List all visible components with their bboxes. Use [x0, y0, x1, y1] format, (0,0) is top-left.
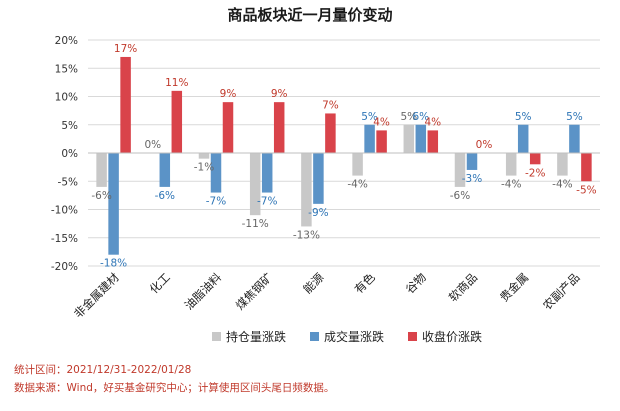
data-label: 5% [515, 111, 532, 123]
data-label: 4% [373, 116, 390, 128]
data-label: -4% [347, 179, 367, 191]
y-tick-label: 5% [61, 120, 78, 132]
bar [301, 153, 312, 227]
y-tick-label: 20% [55, 35, 78, 47]
bar [108, 153, 119, 255]
y-tick-label: -15% [51, 233, 78, 245]
legend-swatch [408, 332, 417, 341]
data-label: 5% [400, 111, 417, 123]
data-label: 7% [322, 99, 339, 111]
bar [505, 153, 517, 176]
bar [210, 153, 222, 193]
bar [249, 153, 261, 216]
x-tick-label: 非金属建材 [71, 270, 122, 321]
legend-swatch [212, 332, 221, 341]
data-label: 4% [424, 116, 441, 128]
bar [352, 153, 363, 176]
data-label: -3% [462, 173, 482, 185]
y-tick-label: -5% [58, 176, 78, 188]
bar [569, 124, 580, 153]
data-labels: -6% -18% 17% 0% -6% 11% -1% -7% 9% -11% -7% 9% -13% -… [91, 43, 596, 270]
x-tick-label: 软商品 [446, 270, 480, 304]
x-tick-label: 谷物 [403, 270, 429, 296]
data-label: 9% [271, 88, 288, 100]
bar [261, 153, 273, 193]
bar [415, 124, 427, 153]
bar [198, 153, 210, 159]
x-tick-label: 能源 [300, 270, 327, 297]
data-label: 0% [144, 139, 161, 151]
bar [313, 153, 324, 204]
legend-swatch [310, 332, 319, 341]
bar [222, 102, 234, 153]
data-label: -6% [91, 190, 111, 202]
bar [454, 153, 466, 187]
x-tick-label: 贵金属 [497, 270, 531, 304]
data-label: 17% [114, 43, 137, 55]
x-tick-label: 煤焦钢矿 [233, 270, 275, 312]
x-tick-label: 化工 [147, 270, 173, 296]
data-label: 5% [566, 111, 583, 123]
data-label: 0% [476, 139, 493, 151]
x-tick-label: 油脂油料 [182, 270, 225, 313]
data-label: -6% [450, 190, 470, 202]
bar [376, 130, 387, 153]
bar [325, 113, 336, 153]
legend-label: 成交量涨跌 [324, 329, 384, 344]
y-tick-label: -10% [51, 205, 78, 217]
y-tick-label: 15% [55, 63, 78, 75]
x-axis: 非金属建材 化工 油脂油料 煤焦钢矿 能源 有色 谷物 软商品 贵金属 农副产品 [71, 270, 582, 321]
data-label: 6% [412, 111, 429, 123]
bar-series [96, 56, 592, 255]
bar [159, 153, 171, 187]
bar [403, 124, 415, 153]
data-label: -4% [552, 179, 572, 191]
data-label: 11% [165, 77, 188, 89]
y-tick-label: 10% [55, 92, 78, 104]
source-note: 数据来源：Wind，好买基金研究中心；计算使用区间头尾日频数据。 [14, 382, 335, 394]
x-tick-label: 有色 [352, 270, 379, 297]
bar [517, 124, 529, 153]
y-axis: 20% 15% 10% 5% 0% -5% -10% -15% -20% [51, 35, 78, 273]
period-note: 统计区间：2021/12/31-2022/01/28 [14, 364, 192, 376]
bar [120, 56, 131, 154]
data-label: -4% [501, 179, 521, 191]
legend-label: 收盘价涨跌 [422, 329, 482, 344]
y-tick-label: 0% [61, 148, 78, 160]
bar [273, 102, 285, 153]
legend: 持仓量涨跌 成交量涨跌 收盘价涨跌 [212, 329, 482, 344]
chart-title: 商品板块近一月量价变动 [227, 6, 392, 24]
bar [171, 90, 183, 153]
data-label: -5% [576, 184, 596, 196]
data-label: 9% [220, 88, 237, 100]
data-label: -9% [308, 207, 328, 219]
bar [364, 124, 375, 153]
bar [529, 153, 541, 165]
data-label: 5% [361, 111, 378, 123]
data-label: -11% [242, 218, 269, 230]
y-tick-label: -20% [51, 261, 78, 273]
data-label: -1% [194, 162, 214, 174]
data-label: -7% [257, 196, 277, 208]
data-label: -13% [293, 229, 320, 241]
legend-label: 持仓量涨跌 [226, 329, 286, 344]
bar [96, 153, 107, 187]
bar [466, 153, 478, 170]
data-label: -7% [206, 196, 226, 208]
bar [557, 153, 568, 176]
data-label: -2% [525, 167, 545, 179]
data-label: -6% [155, 190, 175, 202]
x-tick-label: 农副产品 [540, 270, 582, 312]
data-label: -18% [100, 258, 127, 270]
bar [427, 130, 439, 153]
bar [581, 153, 592, 182]
